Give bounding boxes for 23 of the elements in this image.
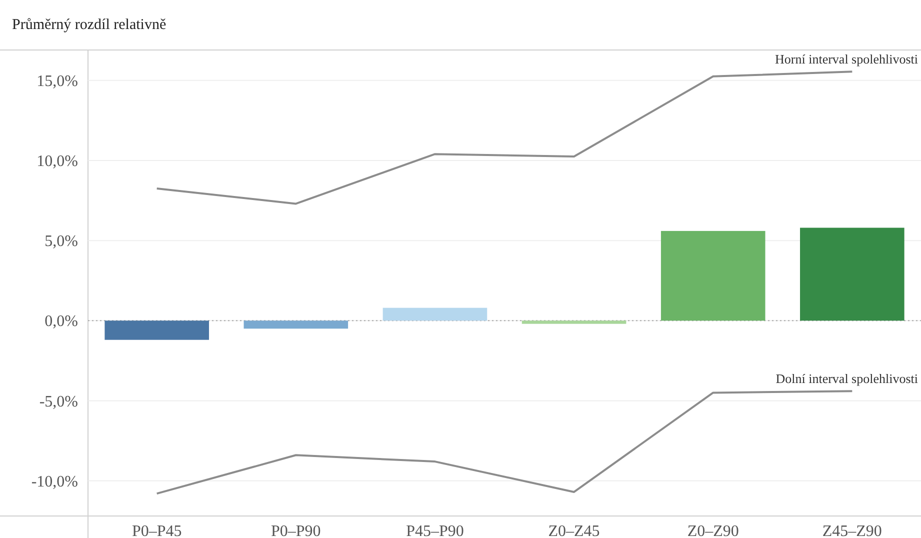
y-tick-label: 0,0% [44,313,78,330]
y-tick-label: 10,0% [36,153,78,170]
line-series [156,70,854,205]
x-tick-label: P0–P45 [132,523,182,538]
bar [104,320,209,340]
chart-title: Průměrný rozdíl relativně [12,17,166,33]
x-tick-label: P45–P90 [406,523,464,538]
bar [800,228,904,321]
x-tick-label: Z0–Z90 [687,523,739,538]
y-tick-label: -10,0% [31,473,78,490]
x-tick-label: P0–P90 [271,523,321,538]
y-tick-label: 15,0% [36,73,78,90]
series-label: Dolní interval spolehlivosti [776,371,918,386]
bar [522,320,626,324]
y-tick-label: 5,0% [44,233,78,250]
bar [382,308,488,321]
x-tick-label: Z0–Z45 [548,523,600,538]
series-label: Horní interval spolehlivosti [775,52,918,67]
bar [244,320,348,329]
bar [660,230,766,321]
x-tick-label: Z45–Z90 [822,523,882,538]
y-tick-label: -5,0% [39,393,78,410]
line-series [156,390,854,495]
